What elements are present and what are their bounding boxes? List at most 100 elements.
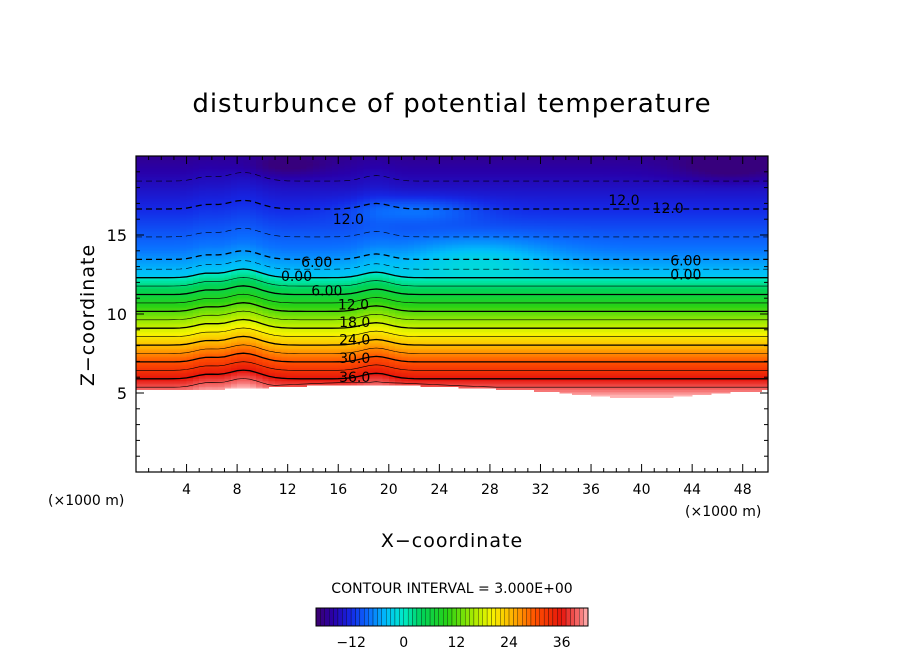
colorbar-cell — [416, 607, 422, 627]
colorbar-cell — [543, 607, 549, 627]
colorbar-cell — [473, 607, 479, 627]
z-unit-label: (×1000 m) — [48, 493, 124, 509]
colorbar-cell — [508, 607, 514, 627]
colorbar-cell — [390, 607, 396, 627]
colorbar-cell — [522, 607, 527, 627]
y-tick-label: 5 — [117, 384, 127, 403]
colorbar-cell — [434, 607, 439, 627]
contour-interval-text: CONTOUR INTERVAL = 3.000E+00 — [331, 581, 572, 597]
colorbar-cell — [342, 607, 347, 627]
colorbar-cell — [557, 607, 562, 627]
x-axis-label: X−coordinate — [381, 530, 523, 552]
contour-label: 30.0 — [339, 351, 370, 367]
contour-label: 24.0 — [339, 332, 370, 348]
colorbar-cell — [337, 607, 343, 627]
colorbar-tick-label: 0 — [399, 635, 408, 651]
contour-line — [136, 293, 768, 304]
colorbar-cell — [329, 607, 334, 627]
x-tick-label: 8 — [233, 482, 242, 498]
colorbar-cell — [548, 607, 554, 627]
x-tick-label: 44 — [683, 482, 701, 498]
x-tick-label: 36 — [582, 482, 600, 498]
colorbar-cell — [346, 607, 352, 627]
colorbar-cell — [394, 607, 400, 627]
x-tick-label: 4 — [182, 482, 191, 498]
colorbar-cell — [478, 607, 483, 627]
contour-line — [136, 318, 768, 329]
colorbar-cell — [407, 607, 413, 627]
contour-line — [136, 268, 768, 279]
colorbar-cell — [443, 607, 448, 627]
contour-label: 6.00 — [301, 255, 332, 271]
contour-line — [136, 378, 768, 388]
contour-line — [136, 302, 768, 313]
colorbar-frame — [315, 607, 589, 627]
contour-line — [136, 352, 768, 363]
colorbar-tick-label: 12 — [447, 635, 465, 651]
shaded-field — [136, 156, 769, 399]
colorbar-cell — [372, 607, 378, 627]
colorbar-cell — [368, 607, 374, 627]
colorbar-cell — [355, 607, 361, 627]
contour-line — [136, 327, 768, 337]
x-tick-label: 28 — [481, 482, 499, 498]
contour-label: 6.00 — [311, 283, 342, 299]
contour-lines — [136, 172, 768, 388]
contour-label: 12.0 — [333, 212, 364, 228]
colorbar-cell — [425, 607, 431, 627]
contour-label: 36.0 — [339, 370, 370, 386]
colorbar-cell — [539, 607, 545, 627]
colorbar-cell — [460, 607, 466, 627]
contour-line — [136, 361, 768, 371]
colorbar-cell — [315, 607, 321, 627]
colorbar-cell — [381, 607, 387, 627]
colorbar-cell — [386, 607, 391, 627]
chart-title: disturbunce of potential temperature — [192, 89, 711, 119]
colorbar-cell — [570, 607, 575, 627]
y-tick-label: 15 — [107, 226, 127, 245]
colorbar-cell — [561, 607, 567, 627]
colorbar-cell — [364, 607, 369, 627]
contour-label: 12.0 — [608, 193, 639, 209]
x-tick-label: 16 — [329, 482, 347, 498]
contour-line — [136, 310, 768, 321]
colorbar-cell — [469, 607, 475, 627]
colorbar-cell — [495, 607, 501, 627]
x-tick-label: 48 — [734, 482, 752, 498]
colorbar-cell — [333, 607, 339, 627]
colorbar-cell — [447, 607, 453, 627]
colorbar-cell — [403, 607, 409, 627]
x-tick-label: 40 — [633, 482, 651, 498]
colorbar: −12 0 12 24 36 — [315, 607, 589, 651]
colorbar-cell — [482, 607, 488, 627]
colorbar-cell — [399, 607, 404, 627]
contour-label: 6.00 — [670, 253, 701, 269]
colorbar-cell — [504, 607, 510, 627]
colorbar-cell — [574, 607, 580, 627]
colorbar-cell — [486, 607, 492, 627]
colorbar-cell — [320, 607, 325, 627]
colorbar-cell — [412, 607, 418, 627]
colorbar-cell — [465, 607, 470, 627]
x-tick-label: 24 — [430, 482, 448, 498]
y-tick-label: 10 — [107, 305, 127, 324]
colorbar-cell — [565, 607, 571, 627]
contour-line — [136, 335, 768, 346]
contour-label: 18.0 — [339, 315, 370, 331]
contour-line — [136, 369, 768, 380]
contour-line — [136, 285, 768, 296]
x-tick-label: 12 — [279, 482, 297, 498]
colorbar-cell — [429, 607, 435, 627]
colorbar-cell — [579, 607, 584, 627]
colorbar-cell — [421, 607, 426, 627]
colorbar-cell — [451, 607, 457, 627]
colorbar-cell — [491, 607, 497, 627]
colorbar-cell — [377, 607, 382, 627]
colorbar-cell — [324, 607, 330, 627]
colorbar-cell — [359, 607, 365, 627]
colorbar-cell — [350, 607, 356, 627]
colorbar-cell — [583, 607, 589, 627]
contour-label: 12.0 — [653, 201, 684, 217]
contour-label: 0.00 — [670, 268, 701, 284]
